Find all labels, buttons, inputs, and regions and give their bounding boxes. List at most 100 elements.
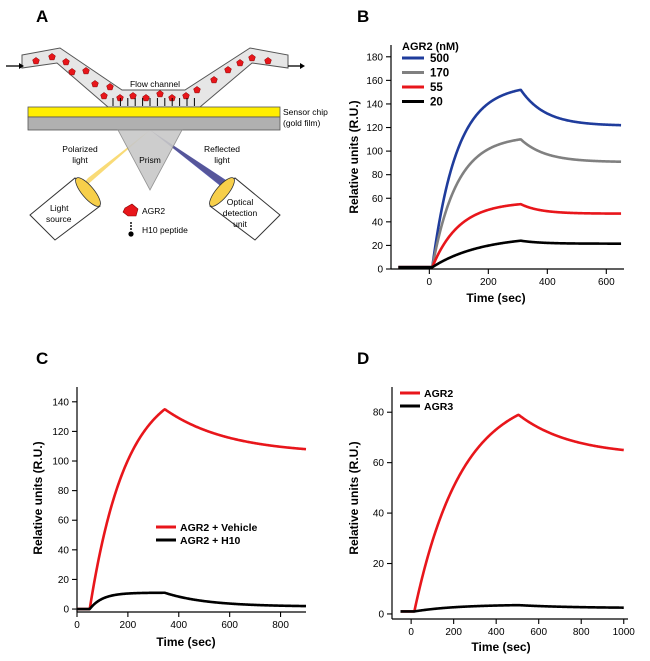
legend-entry: 20 (430, 97, 443, 109)
y-tick-label: 140 (52, 397, 69, 408)
x-tick-label: 200 (120, 620, 137, 631)
chart-c-series (76, 408, 307, 611)
y-tick-label: 40 (373, 509, 385, 520)
x-tick-label: 600 (221, 620, 238, 631)
gold-film-label: (gold film) (283, 118, 320, 128)
y-tick-label: 0 (63, 605, 69, 616)
y-tick-label: 40 (58, 545, 70, 556)
agr2-protein (68, 68, 76, 76)
panel-letter-d: D (357, 349, 369, 368)
panel-letter-b: B (357, 7, 369, 26)
chart-d-y-label: Relative units (R.U.) (347, 441, 361, 554)
y-tick-label: 0 (377, 265, 383, 276)
h10-peptides (112, 98, 195, 106)
legend-entry: 55 (430, 82, 443, 94)
detection-lens (209, 177, 235, 207)
agr2-protein (106, 83, 114, 91)
legend-entry: AGR2 (424, 388, 453, 400)
chart-b-ticks: 0 200 400 600 0 20 40 60 80 100 120 140 160 180 (366, 52, 615, 288)
unit-label: unit (233, 219, 247, 229)
agr2-proteins (32, 53, 272, 102)
y-tick-label: 80 (58, 486, 70, 497)
agr2-protein (182, 92, 190, 100)
y-tick-label: 0 (378, 609, 384, 620)
y-tick-label: 60 (58, 516, 70, 527)
chart-b-legend-title: AGR2 (nM) (402, 41, 459, 53)
x-tick-label: 600 (598, 277, 615, 288)
agr2-protein (236, 59, 244, 67)
light-source-label: Light (50, 203, 69, 213)
h10-dot-icon (128, 231, 134, 237)
y-tick-label: 40 (372, 217, 384, 228)
outlet-arrow (288, 63, 305, 69)
y-tick-label: 20 (373, 559, 385, 570)
y-tick-label: 20 (58, 575, 70, 586)
chart-b-legend: AGR2 (nM) 500 170 55 20 (402, 41, 459, 109)
series-line-55 (397, 202, 622, 269)
agr2-protein (156, 90, 164, 98)
series-line-500 (397, 88, 622, 269)
agr2-protein (210, 76, 218, 84)
agr2-protein (91, 80, 99, 88)
y-tick-label: 140 (366, 99, 383, 110)
agr2-protein (264, 57, 272, 65)
y-tick-label: 180 (366, 52, 383, 63)
y-tick-label: 120 (52, 427, 69, 438)
agr2-symbol-icon (122, 203, 139, 217)
chart-d-ticks: 0 200 400 600 800 1000 0 20 40 60 80 (373, 408, 635, 638)
y-tick-label: 100 (366, 147, 383, 158)
legend-agr2-label: AGR2 (142, 206, 165, 216)
agr2-protein (62, 58, 70, 66)
legend-entry: AGR3 (424, 401, 453, 413)
panel-letter-c: C (36, 349, 48, 368)
agr2-protein (48, 53, 56, 61)
series-line-agr2-vehicle (76, 408, 307, 611)
polarized-label-2: light (72, 155, 88, 165)
agr2-protein (142, 94, 150, 102)
y-tick-label: 80 (373, 408, 385, 419)
x-tick-label: 600 (530, 627, 547, 638)
agr2-protein (32, 57, 40, 65)
series-line-20 (397, 239, 622, 269)
x-tick-label: 0 (408, 627, 414, 638)
series-line-agr2-h10 (76, 591, 307, 611)
legend-entry: AGR2 + Vehicle (180, 522, 257, 534)
x-tick-label: 200 (480, 277, 497, 288)
legend-entry: AGR2 + H10 (180, 535, 241, 547)
y-tick-label: 100 (52, 457, 69, 468)
sensor-chip-label: Sensor chip (283, 107, 328, 117)
reflected-label-2: light (214, 155, 230, 165)
agr2-protein (193, 86, 201, 94)
y-tick-label: 60 (373, 458, 385, 469)
legend-entry: 170 (430, 68, 449, 80)
x-tick-label: 200 (445, 627, 462, 638)
flow-channel-label: Flow channel (130, 79, 180, 89)
agr2-protein (82, 67, 90, 75)
prism-label: Prism (139, 155, 161, 165)
x-tick-label: 1000 (613, 627, 636, 638)
agr2-protein (248, 54, 256, 62)
series-line-agr3 (399, 603, 625, 613)
y-tick-label: 20 (372, 241, 384, 252)
x-tick-label: 400 (488, 627, 505, 638)
gold-film-layer (27, 116, 281, 131)
legend-h10-label: H10 peptide (142, 225, 188, 235)
x-tick-label: 0 (74, 620, 80, 631)
y-tick-label: 60 (372, 194, 384, 205)
y-tick-label: 80 (372, 170, 384, 181)
optical-label: Optical (227, 197, 254, 207)
series-line-170 (397, 138, 622, 269)
x-tick-label: 800 (272, 620, 289, 631)
panel-letter-a: A (36, 7, 48, 26)
x-tick-label: 400 (539, 277, 556, 288)
x-tick-label: 800 (573, 627, 590, 638)
series-line-agr2 (399, 413, 625, 613)
detection-label: detection (223, 208, 258, 218)
x-tick-label: 0 (427, 277, 433, 288)
inlet-arrow (6, 63, 24, 69)
light-source-label-2: source (46, 214, 72, 224)
